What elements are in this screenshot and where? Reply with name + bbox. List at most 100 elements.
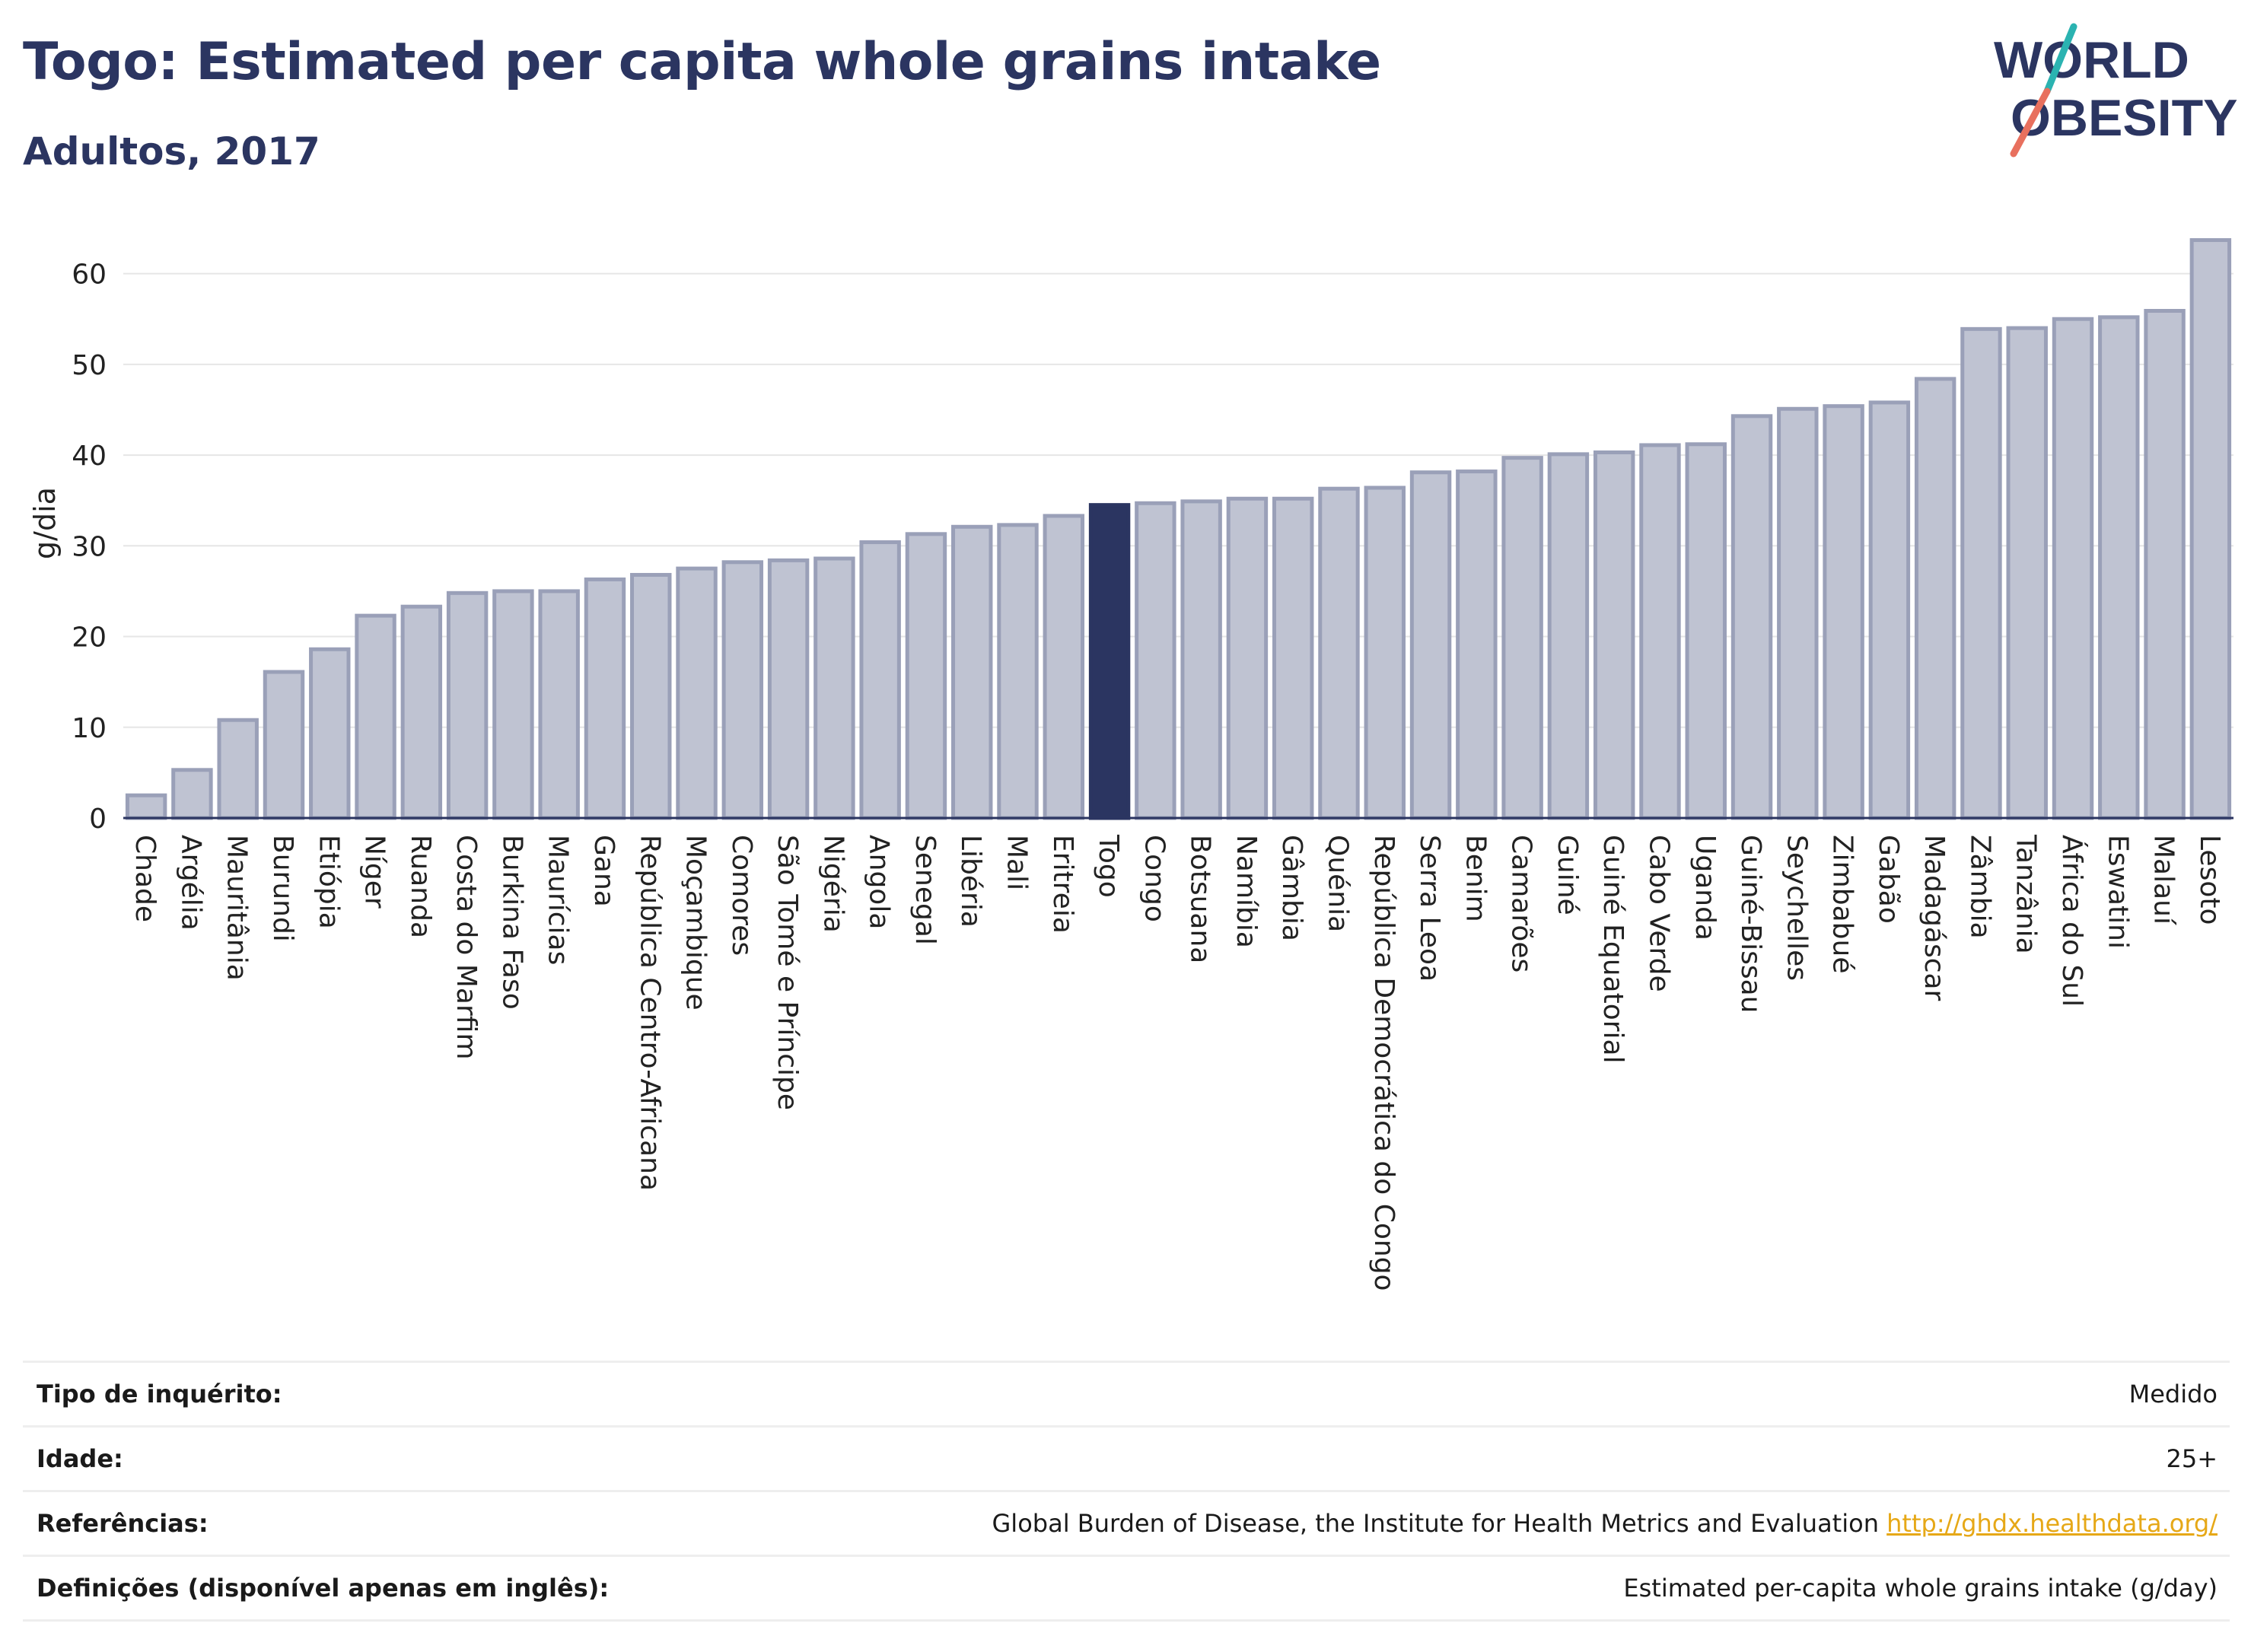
y-tick-label: 10	[72, 713, 107, 744]
x-tick-label: Guiné	[1552, 835, 1583, 915]
bar	[1547, 452, 1590, 820]
x-tick-label: Zimbabué	[1827, 835, 1858, 973]
bar	[951, 524, 993, 820]
bar	[1135, 501, 1176, 820]
bar	[1823, 404, 1864, 820]
info-label: Definições (disponível apenas em inglês)…	[37, 1574, 610, 1603]
page-subtitle: Adultos, 2017	[23, 129, 320, 173]
x-tick-label: Guiné-Bissau	[1735, 835, 1766, 1013]
bar	[2098, 315, 2140, 820]
x-tick-label: Eswatini	[2102, 835, 2133, 949]
bar	[1593, 450, 1635, 820]
bar	[1409, 470, 1452, 820]
bar	[1777, 406, 1819, 820]
bar	[446, 590, 489, 820]
info-row-age: Idade: 25+	[23, 1425, 2230, 1490]
reference-text: Global Burden of Disease, the Institute …	[992, 1509, 1879, 1538]
bar	[767, 558, 810, 820]
x-tick-label: Mauritânia	[221, 835, 253, 981]
y-tick-label: 50	[72, 350, 107, 381]
x-tick-label: Namíbia	[1231, 835, 1262, 948]
y-tick-label: 30	[72, 531, 107, 562]
bar	[1501, 456, 1543, 820]
x-tick-label: Guiné Equatorial	[1597, 835, 1629, 1064]
bar-chart: 0 10 20 30 40 50 60 g/dia Chade Argélia Mauritânia…	[28, 238, 2233, 1291]
x-tick-label: Benim	[1460, 835, 1491, 922]
bar	[171, 768, 213, 820]
x-tick-label: Eritreia	[1047, 835, 1078, 934]
info-value: Medido	[2128, 1380, 2218, 1408]
x-tick-label: Gâmbia	[1276, 835, 1307, 941]
bar	[1364, 485, 1406, 820]
x-tick-label: Botsuana	[1185, 835, 1216, 963]
bar-highlight	[1088, 503, 1131, 820]
bar	[584, 577, 626, 820]
logo-slash-bottom	[2010, 88, 2051, 158]
x-tick-label: Moçambique	[680, 835, 712, 1011]
x-tick-label: Gabão	[1873, 835, 1904, 924]
bar	[2006, 326, 2048, 820]
info-label: Tipo de inquérito:	[37, 1380, 282, 1408]
bar	[400, 604, 443, 820]
x-tick-label: Seychelles	[1781, 835, 1812, 981]
x-tick-label: Gana	[588, 835, 619, 907]
x-tick-label: Lesoto	[2194, 835, 2225, 925]
x-tick-label: Mali	[1001, 835, 1033, 890]
bar	[492, 589, 534, 820]
bar	[217, 718, 259, 820]
x-tick-label: Camarões	[1506, 835, 1537, 972]
bar	[355, 613, 396, 820]
bar	[905, 532, 947, 820]
bar	[1868, 400, 1911, 820]
info-value: Estimated per-capita whole grains intake…	[1623, 1574, 2218, 1603]
x-tick-label: África do Sul	[2056, 835, 2088, 1007]
info-row-survey-type: Tipo de inquérito: Medido	[23, 1361, 2230, 1425]
x-tick-label: Costa do Marfim	[451, 835, 482, 1060]
bar	[309, 647, 351, 820]
bar	[1456, 469, 1498, 820]
x-tick-label: Maurícias	[543, 835, 574, 965]
info-value: 25+	[2166, 1444, 2218, 1473]
x-tick-label: Serra Leoa	[1414, 835, 1445, 982]
bar	[263, 670, 305, 820]
logo-line-world: WORLD	[1994, 31, 2189, 89]
bar	[997, 523, 1039, 820]
bar	[1730, 414, 1773, 820]
info-label: Referências:	[37, 1509, 209, 1538]
bar	[1914, 377, 1956, 820]
info-label: Idade:	[37, 1444, 123, 1473]
x-tick-label: Uganda	[1689, 835, 1721, 941]
logo-line-obesity: OBESITY	[2011, 89, 2237, 147]
x-tick-label: Congo	[1138, 835, 1170, 922]
bar	[1639, 443, 1681, 820]
y-tick-label: 0	[89, 804, 107, 835]
x-tick-label: República Centro-Africana	[634, 835, 665, 1191]
x-tick-label: Comores	[726, 835, 757, 956]
bar	[721, 560, 764, 820]
info-value: Global Burden of Disease, the Institute …	[992, 1509, 2230, 1538]
bar	[538, 589, 580, 820]
x-tick-label: Etiópia	[313, 835, 344, 929]
bar	[1318, 486, 1360, 820]
x-tick-label: Tanzânia	[2011, 834, 2042, 954]
y-axis-label: g/dia	[28, 487, 62, 559]
y-tick-label: 60	[72, 259, 107, 291]
x-tick-label: Burundi	[267, 835, 298, 942]
world-obesity-logo: WORLD OBESITY	[1994, 23, 2237, 158]
x-tick-label: Nigéria	[817, 835, 849, 933]
x-tick-label: Malauí	[2148, 835, 2179, 925]
bar	[2052, 317, 2094, 820]
bar	[1043, 514, 1085, 820]
reference-link[interactable]: http://ghdx.healthdata.org/	[1886, 1509, 2218, 1538]
x-tick-label: Chade	[129, 835, 161, 922]
x-tick-label: Togo	[1093, 834, 1124, 898]
page-title: Togo: Estimated per capita whole grains …	[23, 32, 1381, 92]
x-tick-label: Angola	[864, 835, 895, 929]
y-tick-label: 20	[72, 622, 107, 654]
bar	[813, 556, 855, 820]
info-row-references: Referências: Global Burden of Disease, t…	[23, 1490, 2230, 1555]
bar	[2144, 309, 2186, 820]
x-tick-label: Senegal	[909, 835, 941, 945]
bar	[1960, 326, 2002, 820]
bar	[1685, 442, 1727, 820]
